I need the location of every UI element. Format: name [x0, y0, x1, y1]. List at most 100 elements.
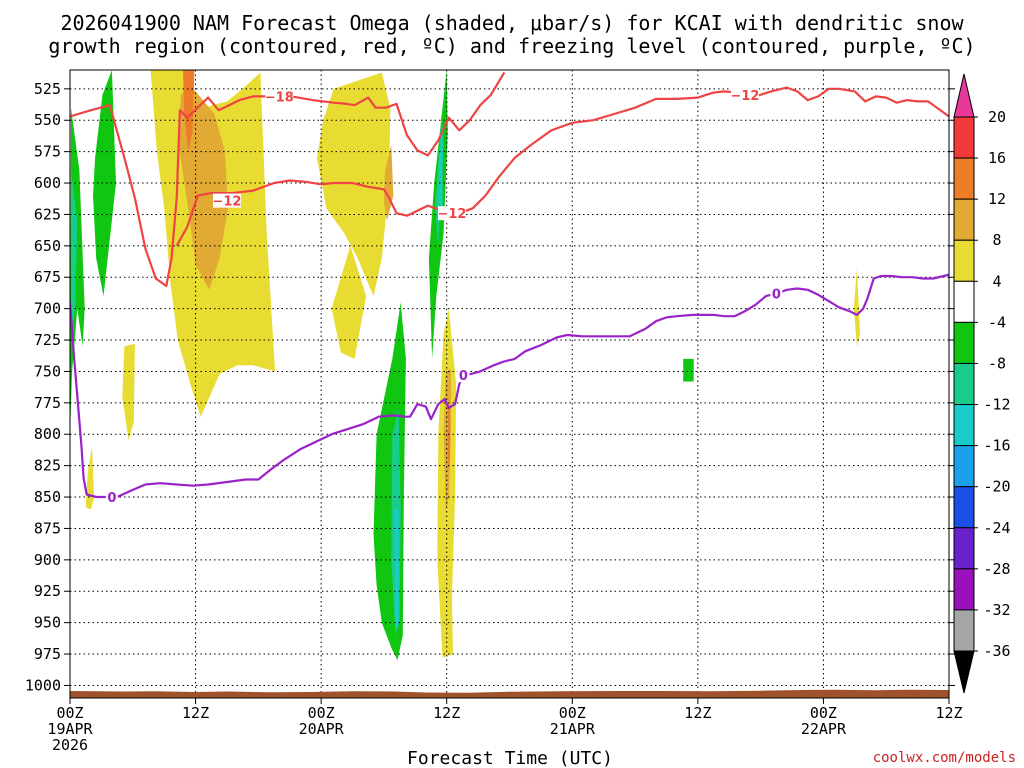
contour-label-freezing_level-1: 0	[459, 369, 468, 384]
y-tick-label-725: 725	[34, 331, 61, 349]
contour-label-bg-dendritic_m12-0	[212, 193, 241, 208]
colorbar-label-9: -20	[983, 478, 1010, 496]
y-tick-label-750: 750	[34, 362, 61, 380]
contour-freezing_level	[70, 273, 949, 499]
omega-region-9	[443, 368, 451, 513]
y-tick-label-1000: 1000	[25, 676, 61, 694]
y-tick-label-600: 600	[34, 174, 61, 192]
contour-label-bg-freezing_level-1	[457, 368, 470, 383]
x-tick-label-48-1: 21APR	[550, 720, 596, 738]
colorbar-swatch-3	[953, 239, 975, 282]
y-tick-label-800: 800	[34, 425, 61, 443]
omega-shading-layer	[70, 70, 861, 661]
contour-label-dendritic_m12-2: −12	[730, 89, 759, 104]
contour-label-bg-dendritic_m18-0	[265, 89, 294, 104]
omega-region-13	[93, 70, 116, 297]
colorbar-label-3: 8	[992, 231, 1001, 249]
contour-label-freezing_level-2: 0	[772, 288, 781, 303]
colorbar-label-6: -8	[988, 354, 1006, 372]
x-tick-label-36-0: 12Z	[433, 704, 460, 722]
grid-layer	[70, 70, 949, 698]
x-tick-label-0-0: 00Z	[56, 704, 83, 722]
plot-frame	[69, 69, 950, 699]
colorbar-swatch-12	[953, 609, 975, 652]
contour-label-dendritic_m12-1: −12	[437, 207, 466, 222]
y-tick-label-700: 700	[34, 300, 61, 318]
contour-label-dendritic_m18-0: −18	[265, 90, 294, 105]
y-tick-label-775: 775	[34, 394, 61, 412]
chart-title-line2: growth region (contoured, red, ºC) and f…	[48, 34, 975, 58]
colorbar-label-7: -12	[983, 396, 1010, 414]
contour-layer: −18 −12 −12 −12 0 0 0	[70, 71, 949, 506]
contour-label-bg-freezing_level-0	[105, 490, 118, 505]
omega-region-2	[331, 245, 367, 359]
colorbar-top-arrow	[953, 73, 975, 118]
contour-label-freezing_level-0: 0	[107, 491, 116, 506]
omega-region-20	[439, 132, 443, 221]
colorbar-bottom-arrow	[953, 650, 975, 694]
y-tick-label-675: 675	[34, 268, 61, 286]
colorbar-label-10: -24	[983, 519, 1010, 537]
colorbar-swatch-1	[953, 157, 975, 200]
colorbar-label-8: -16	[983, 437, 1010, 455]
y-tick-label-825: 825	[34, 457, 61, 475]
x-axis-label: Forecast Time (UTC)	[407, 748, 613, 768]
colorbar-swatch-2	[953, 198, 975, 241]
x-tick-label-48-0: 00Z	[559, 704, 586, 722]
colorbar-label-11: -28	[983, 560, 1010, 578]
omega-region-15	[373, 302, 406, 661]
contour-dendritic_m12	[175, 86, 949, 247]
x-tick-label-84-0: 12Z	[935, 704, 962, 722]
colorbar-label-5: -4	[988, 313, 1006, 331]
terrain-fill	[70, 689, 949, 698]
y-tick-label-575: 575	[34, 143, 61, 161]
y-tick-label-875: 875	[34, 519, 61, 537]
contour-label-bg-freezing_level-2	[770, 286, 783, 301]
x-tick-label-12-0: 12Z	[182, 704, 209, 722]
x-tick-label-0-2: 2026	[52, 736, 88, 754]
omega-region-10	[183, 70, 195, 152]
y-tick-label-625: 625	[34, 205, 61, 223]
x-tick-label-72-0: 00Z	[810, 704, 837, 722]
colorbar-swatch-5	[953, 321, 975, 364]
contour-label-dendritic_m12-0: −12	[212, 195, 241, 210]
omega-region-5	[85, 446, 95, 510]
y-tick-label-925: 925	[34, 582, 61, 600]
colorbar-swatch-11	[953, 568, 975, 611]
plot-area: −18 −12 −12 −12 0 0 0	[70, 70, 949, 698]
colorbar-label-12: -32	[983, 601, 1010, 619]
y-tick-label-950: 950	[34, 614, 61, 632]
colorbar-swatch-10	[953, 527, 975, 570]
x-tick-label-24-1: 20APR	[299, 720, 345, 738]
x-tick-label-60-0: 12Z	[684, 704, 711, 722]
colorbar: 20 16 12 8 4 -4 -8 -12 -16 -20 -24 -28 -32 -36	[953, 73, 1011, 694]
x-tick-label-72-1: 22APR	[801, 720, 847, 738]
colorbar-label-2: 12	[988, 190, 1006, 208]
colorbar-swatch-4	[953, 280, 975, 323]
omega-region-11	[447, 406, 450, 472]
y-tick-label-650: 650	[34, 237, 61, 255]
colorbar-swatch-6	[953, 362, 975, 406]
omega-region-17	[71, 170, 78, 334]
colorbar-label-0: 20	[988, 108, 1006, 126]
colorbar-label-1: 16	[988, 149, 1006, 167]
omega-region-16	[683, 358, 694, 382]
x-tick-label-0-1: 19APR	[47, 720, 93, 738]
colorbar-swatch-7	[953, 404, 975, 447]
omega-region-12	[70, 107, 85, 435]
y-tick-label-975: 975	[34, 645, 61, 663]
x-tick-label-24-0: 00Z	[308, 704, 335, 722]
contour-label-bg-dendritic_m12-1	[437, 206, 466, 221]
colorbar-swatch-8	[953, 445, 975, 488]
y-axis: 525 550 575 600 625 650 675 700 725 750 775 800 825 8…	[25, 80, 955, 694]
omega-region-21	[394, 509, 399, 629]
site-credit: coolwx.com/models	[873, 750, 1016, 766]
colorbar-swatch-9	[953, 486, 975, 529]
y-tick-label-850: 850	[34, 488, 61, 506]
colorbar-swatch-0	[953, 116, 975, 159]
omega-region-4	[122, 343, 135, 441]
y-tick-label-550: 550	[34, 111, 61, 129]
y-tick-label-900: 900	[34, 551, 61, 569]
